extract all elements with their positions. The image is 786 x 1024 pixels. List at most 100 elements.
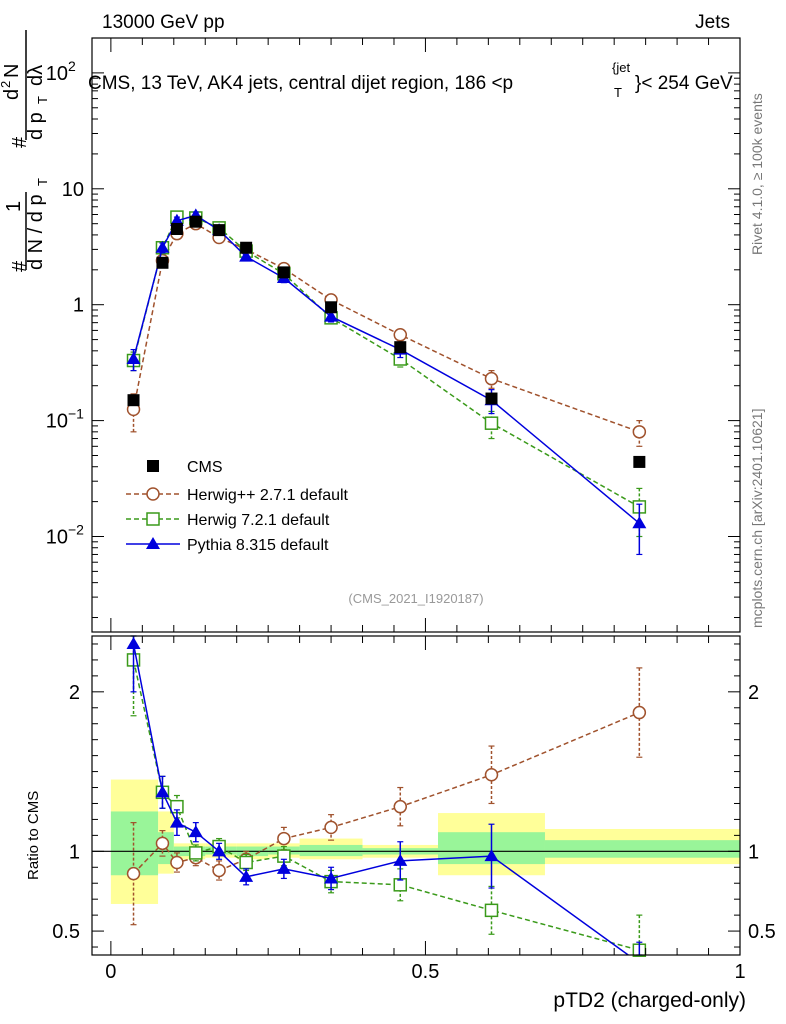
ylabel-frac-num-sup: 2 [0, 81, 13, 88]
main-point-pythia [239, 249, 254, 262]
ratio-frame [91, 635, 741, 956]
ylabel-dN: d N / d p [25, 194, 47, 270]
ratio-point-herwig7 [189, 846, 203, 860]
rivet-label: Rivet 4.1.0, ≥ 100k events [749, 93, 765, 255]
ratio-ytick-label-right: 2 [748, 682, 759, 704]
ratio-point-herwigpp [212, 863, 226, 878]
main-line-herwigpp [132, 222, 640, 433]
main-point-pythia [155, 240, 170, 253]
legend-label-cms: CMS [187, 459, 223, 476]
ratio-point-pythia [155, 785, 170, 798]
analysis-id: (CMS_2021_I1920187) [348, 591, 483, 606]
ratio-series-herwigpp [126, 667, 647, 926]
ratio-series-herwig7 [126, 635, 647, 957]
xlabel: pTD2 (charged-only) [553, 989, 746, 1012]
main-point-cms [127, 394, 140, 407]
ylabel-frac-den: d p [25, 112, 47, 140]
ratio-ytick-label-right: 0.5 [748, 921, 776, 943]
ratio-point-pythia [276, 861, 291, 874]
main-ytick-label: 10 [46, 411, 68, 433]
ratio-point-herwigpp [484, 768, 499, 782]
ratio-point-herwigpp [393, 799, 408, 814]
jets-label: Jets [695, 12, 730, 33]
ratio-panel: 0.5 0.51 12 20 0.5 1 [52, 38, 776, 983]
ylabel-frac-den-sub: T [35, 96, 50, 104]
xtick-label: 1 [734, 961, 745, 983]
main-ytick-label-exp: −2 [68, 522, 84, 538]
ratio-ytick-label-right: 1 [748, 841, 759, 863]
main-point-cms [277, 266, 290, 279]
main-point-cms [325, 301, 338, 314]
ratio-point-pythia [393, 853, 408, 866]
plot-title-main: CMS, 13 TeV, AK4 jets, central dijet reg… [88, 73, 513, 94]
main-point-pythia [324, 309, 339, 322]
main-point-cms [394, 341, 407, 354]
ratio-point-pythia [239, 869, 254, 882]
ratio-ytick-label: 0.5 [52, 921, 80, 943]
main-point-cms [156, 256, 169, 269]
main-point-pythia [169, 213, 184, 226]
ylabel-frac-num-n: N [1, 64, 23, 78]
main-line-pythia [132, 214, 640, 524]
ratio-point-pythia [169, 815, 184, 828]
main-ytick-label: 1 [73, 295, 84, 317]
ylabel-frac-num: d [1, 89, 23, 100]
main-ytick-label: 10 [46, 63, 68, 85]
ratio-line-herwigpp [132, 711, 640, 875]
main-ytick-label: 10 [62, 179, 84, 201]
ratio-point-herwig7 [484, 903, 499, 918]
energy-label: 13000 GeV pp [102, 12, 225, 33]
legend-item-cms: CMS [147, 459, 223, 476]
ratio-point-herwigpp [170, 855, 184, 870]
legend: CMS Herwig++ 2.7.1 default Herwig 7.2.1 … [126, 459, 349, 554]
main-ylabel: # 1 d N / d p T # d 2 N d p T dλ [0, 30, 50, 272]
xtick-label: 0 [105, 961, 116, 983]
ratio-point-herwigpp [155, 836, 170, 851]
main-ytick-label: 10 [46, 527, 68, 549]
mcplots-label: mcplots.cern.ch [arXiv:2401.10621] [749, 409, 765, 628]
main-point-herwig7 [484, 416, 499, 430]
main-point-cms [213, 224, 226, 237]
main-point-pythia [126, 352, 141, 365]
ratio-point-pythia [324, 871, 339, 884]
ylabel-frac-den-lambda: dλ [25, 65, 47, 86]
legend-item-herwig7: Herwig 7.2.1 default [126, 512, 330, 529]
main-point-cms [240, 241, 253, 254]
ratio-point-herwigpp [126, 866, 141, 881]
plot-title-sup: {jet [612, 60, 630, 75]
ratio-series-pythia [126, 635, 643, 956]
ylabel-one: 1 [3, 201, 25, 212]
ratio-point-pythia [188, 825, 203, 838]
ratio-point-herwig7 [239, 855, 253, 870]
main-series-cms [127, 215, 646, 468]
ratio-band-green [110, 811, 159, 876]
ratio-band-green [299, 844, 363, 857]
legend-label-herwigpp: Herwig++ 2.7.1 default [187, 487, 349, 504]
legend-item-herwigpp: Herwig++ 2.7.1 default [126, 487, 349, 504]
main-ytick-label-exp: 2 [68, 58, 76, 74]
main-point-herwigpp [632, 425, 647, 439]
ratio-point-herwigpp [632, 705, 647, 720]
xtick-label: 0.5 [412, 961, 440, 983]
plot-title: CMS, 13 TeV, AK4 jets, central dijet reg… [88, 60, 733, 100]
plot-title-sub: T [614, 85, 622, 100]
ratio-point-pythia [484, 849, 499, 862]
main-point-cms [633, 455, 646, 468]
legend-item-pythia: Pythia 8.315 default [126, 537, 329, 554]
main-point-cms [189, 215, 202, 228]
ratio-ytick-label: 2 [69, 682, 80, 704]
ratio-line-pythia [132, 643, 630, 955]
main-point-herwigpp [393, 328, 408, 342]
ratio-point-pythia [212, 844, 227, 857]
main-point-pythia [632, 516, 647, 529]
ratio-ylabel: Ratio to CMS [25, 791, 42, 880]
main-point-cms [485, 392, 498, 405]
ratio-ytick-label: 1 [69, 841, 80, 863]
main-ytick-label-exp: −1 [68, 406, 84, 422]
ratio-point-herwigpp [277, 831, 291, 846]
legend-label-pythia: Pythia 8.315 default [187, 537, 329, 554]
main-point-herwigpp [484, 371, 499, 386]
main-frame [91, 37, 741, 633]
